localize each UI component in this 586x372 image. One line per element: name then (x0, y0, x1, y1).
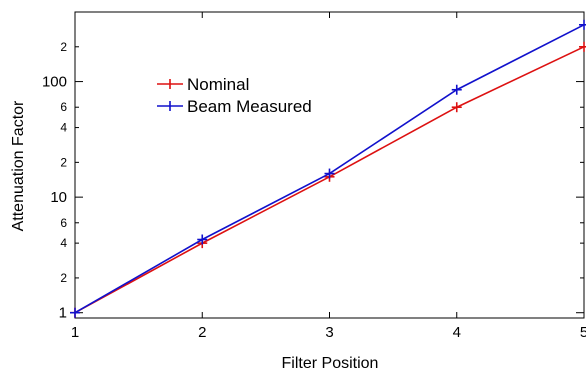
plot-border (74, 11, 585, 319)
x-tick-label: 2 (198, 324, 206, 341)
plot-frame (74, 11, 585, 319)
x-tick-label: 4 (453, 324, 461, 341)
axis-ticks (74, 12, 585, 318)
y-minor-tick-label: 6 (60, 100, 67, 114)
data-point-marker (197, 234, 208, 245)
x-tick-label: 5 (580, 324, 586, 341)
x-tick-label: 1 (71, 324, 79, 341)
y-minor-tick-label: 4 (60, 121, 67, 135)
data-point-marker (451, 102, 462, 113)
x-axis-label: Filter Position (282, 355, 379, 372)
data-point-marker (579, 19, 586, 30)
series-layer (70, 19, 586, 318)
x-tick-label: 3 (325, 324, 333, 341)
y-major-tick-label: 100 (42, 74, 67, 91)
series-beam-measured (70, 19, 586, 318)
data-point-marker (70, 307, 80, 318)
data-point-marker (579, 41, 586, 52)
legend-label: Nominal (187, 75, 249, 94)
y-minor-tick-label: 2 (60, 40, 67, 54)
y-major-tick-label: 1 (59, 305, 67, 322)
legend-item: Beam Measured (157, 97, 312, 116)
legend-label: Beam Measured (187, 97, 312, 116)
axis-tick-labels: 1 2 3 4 5 1 10 100 2 4 6 2 4 6 2 (42, 40, 586, 341)
y-axis-label: Attenuation Factor (10, 100, 27, 231)
legend-item: Nominal (157, 75, 249, 94)
legend-box (146, 71, 328, 123)
y-minor-tick-label: 2 (60, 271, 67, 285)
y-minor-tick-label: 6 (60, 216, 67, 230)
y-minor-tick-label: 4 (60, 236, 67, 250)
data-point-marker (451, 84, 462, 95)
data-point-marker (324, 168, 335, 179)
legend: Nominal Beam Measured (146, 71, 328, 123)
y-minor-tick-label: 2 (60, 155, 67, 169)
y-major-tick-label: 10 (50, 189, 67, 206)
